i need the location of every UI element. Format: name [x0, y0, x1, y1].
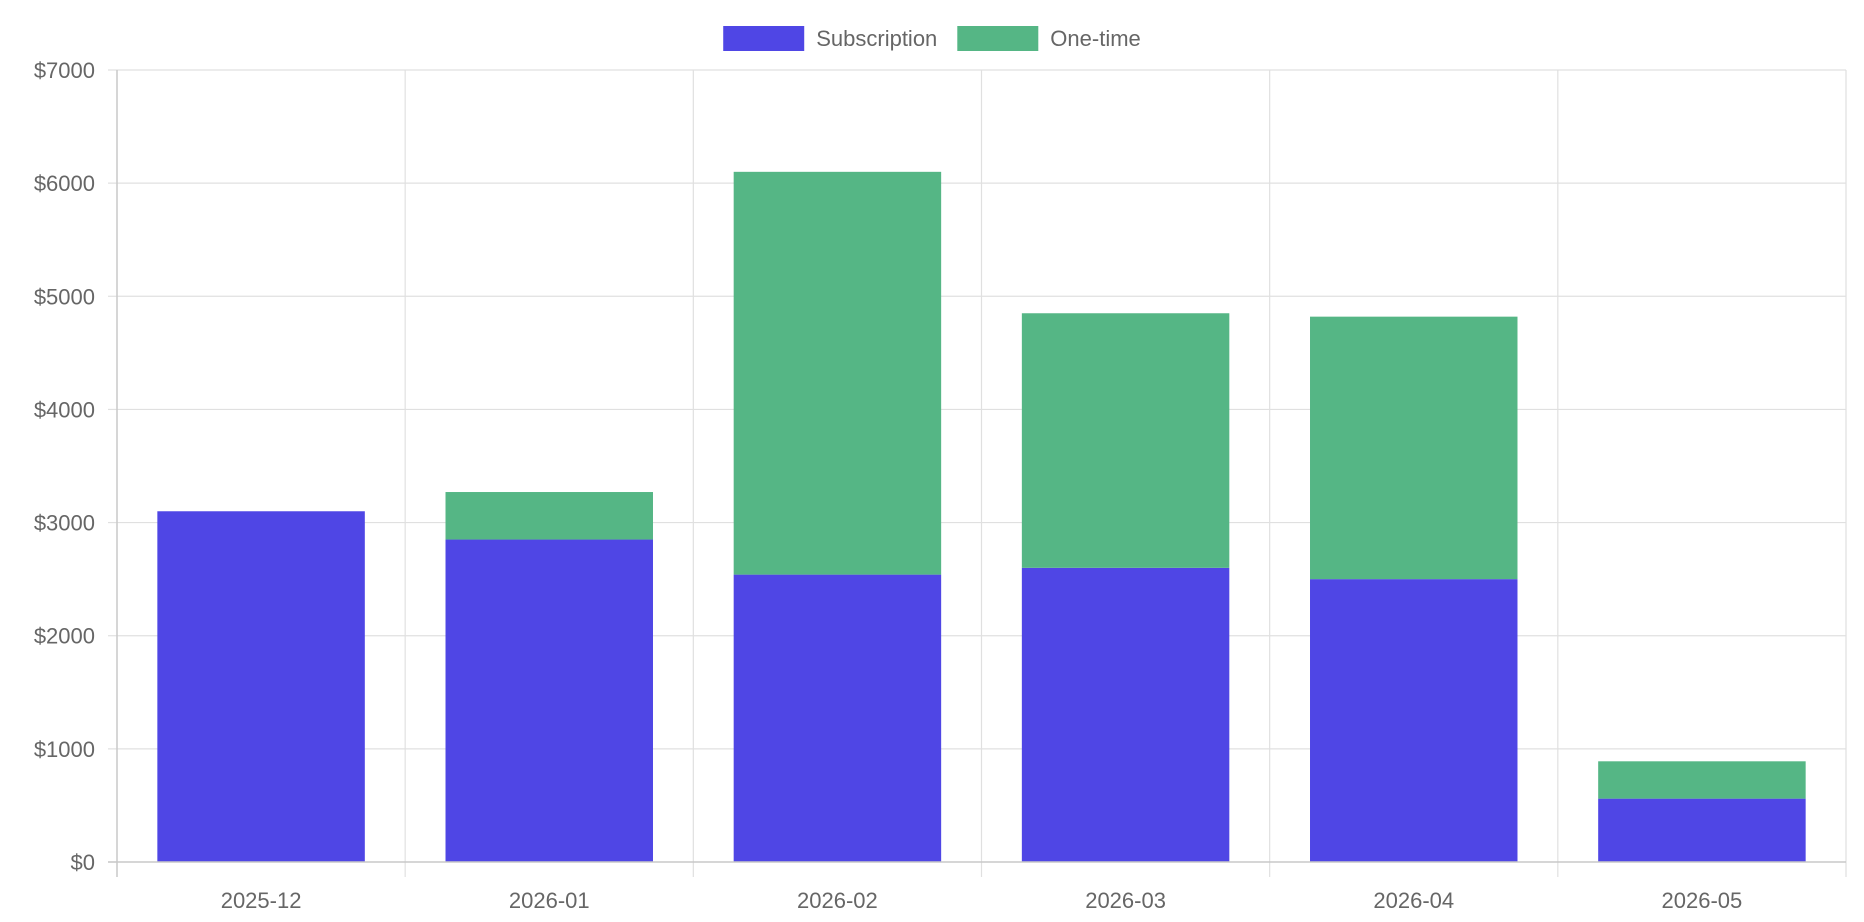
- bar-subscription-2026-03[interactable]: [1021, 567, 1230, 862]
- legend-swatch: [957, 26, 1039, 51]
- y-tick-label: $6000: [34, 171, 95, 196]
- x-tick-label: 2026-02: [797, 888, 878, 913]
- x-tick-label: 2026-03: [1085, 888, 1166, 913]
- legend-item-one-time[interactable]: One-time: [957, 26, 1141, 51]
- bar-subscription-2026-01[interactable]: [445, 539, 653, 862]
- y-tick-label: $4000: [34, 397, 95, 422]
- y-tick-label: $1000: [34, 737, 95, 762]
- bar-subscription-2025-12[interactable]: [157, 511, 365, 862]
- bars-layer: [157, 171, 1806, 862]
- x-tick-label: 2026-05: [1662, 888, 1743, 913]
- x-tick-label: 2026-01: [509, 888, 590, 913]
- bar-one-time-2026-04[interactable]: [1310, 316, 1518, 580]
- y-tick-label: $7000: [34, 58, 95, 83]
- bar-one-time-2026-05[interactable]: [1598, 761, 1806, 799]
- legend-swatch: [723, 26, 805, 51]
- legend-item-subscription[interactable]: Subscription: [723, 26, 937, 51]
- x-tick-label: 2025-12: [221, 888, 302, 913]
- legend-label: One-time: [1050, 26, 1140, 51]
- bar-one-time-2026-03[interactable]: [1021, 313, 1230, 568]
- y-tick-label: $0: [71, 850, 95, 875]
- bar-subscription-2026-04[interactable]: [1310, 579, 1518, 862]
- bar-subscription-2026-05[interactable]: [1598, 798, 1806, 862]
- bar-subscription-2026-02[interactable]: [733, 574, 942, 862]
- y-tick-label: $3000: [34, 511, 95, 536]
- legend[interactable]: Subscription One-time: [723, 26, 1141, 51]
- y-tick-label: $2000: [34, 624, 95, 649]
- grid-layer: [108, 69, 1847, 877]
- x-tick-label: 2026-04: [1373, 888, 1454, 913]
- axis-layer: $0 $1000 $2000 $3000 $4000 $5000 $6000 $7000 202…: [34, 58, 1846, 913]
- bar-one-time-2026-02[interactable]: [733, 171, 942, 575]
- y-tick-label: $5000: [34, 284, 95, 309]
- legend-label: Subscription: [816, 26, 937, 51]
- bar-one-time-2026-01[interactable]: [445, 492, 653, 540]
